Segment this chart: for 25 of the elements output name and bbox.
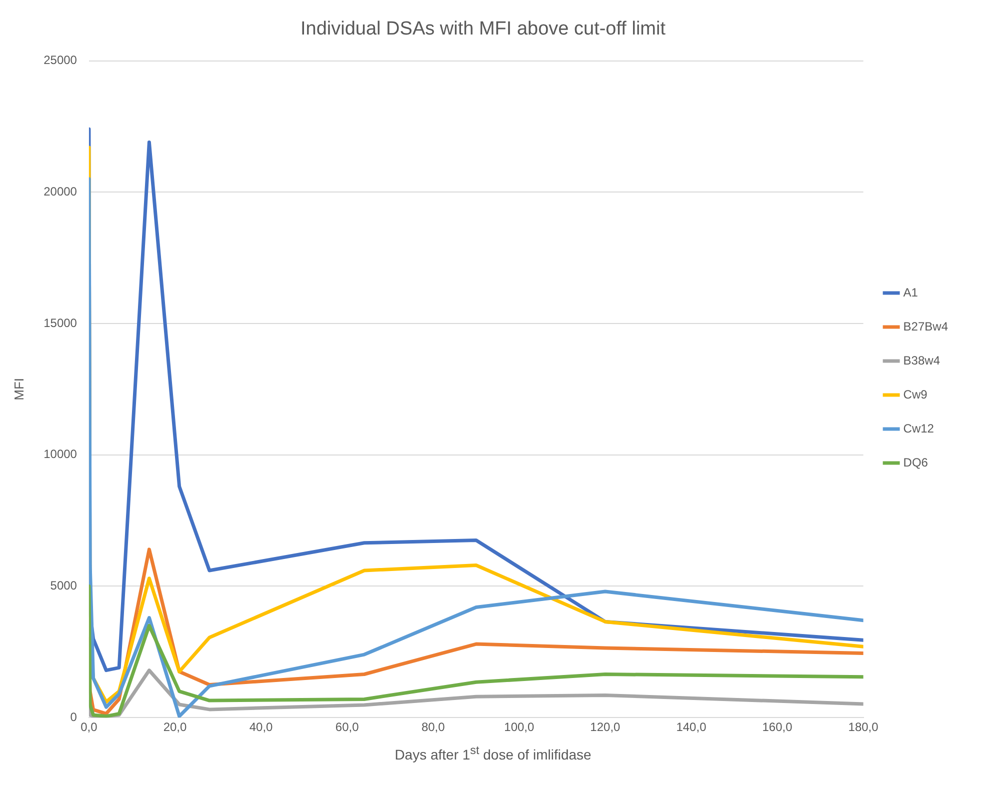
x-tick-label: 160,0 <box>762 720 793 734</box>
x-tick-label: 60,0 <box>335 720 360 734</box>
legend-label: Cw12 <box>903 421 934 436</box>
legend-label: Cw9 <box>903 387 928 402</box>
legend-label: DQ6 <box>903 455 928 470</box>
x-tick-label: 140,0 <box>676 720 707 734</box>
legend-label: B27Bw4 <box>903 319 948 334</box>
chart-title: Individual DSAs with MFI above cut-off limit <box>300 18 666 40</box>
y-tick-label: 15000 <box>44 316 78 330</box>
legend-label: A1 <box>903 285 918 300</box>
x-tick-label: 40,0 <box>249 720 274 734</box>
y-axis-title: MFI <box>11 378 26 400</box>
y-tick-label: 25000 <box>44 53 78 68</box>
x-tick-label: 120,0 <box>590 720 621 734</box>
y-tick-label: 20000 <box>44 184 78 198</box>
y-tick-label: 10000 <box>44 447 78 462</box>
x-tick-label: 0,0 <box>80 720 98 734</box>
y-tick-label: 0 <box>70 710 78 724</box>
x-axis-title: Days after 1$^{st}$ dose of imlifidase <box>394 744 592 763</box>
x-tick-label: 100,0 <box>504 720 534 734</box>
y-tick-label: 5000 <box>50 578 78 593</box>
x-tick-label: 180,0 <box>848 720 879 734</box>
legend-label: B38w4 <box>903 353 940 368</box>
x-tick-label: 80,0 <box>421 720 446 734</box>
x-tick-label: 20,0 <box>163 720 188 734</box>
